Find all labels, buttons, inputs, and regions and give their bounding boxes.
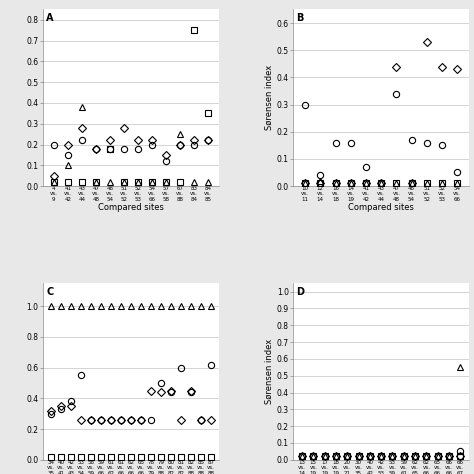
Text: B: B — [297, 13, 304, 23]
Text: A: A — [46, 13, 54, 23]
X-axis label: Compared sites: Compared sites — [98, 203, 164, 212]
Text: C: C — [46, 287, 54, 297]
Y-axis label: Sørensen index: Sørensen index — [265, 339, 274, 404]
Y-axis label: Sørensen index: Sørensen index — [265, 65, 274, 130]
Text: D: D — [297, 287, 304, 297]
X-axis label: Compared sites: Compared sites — [348, 203, 414, 212]
